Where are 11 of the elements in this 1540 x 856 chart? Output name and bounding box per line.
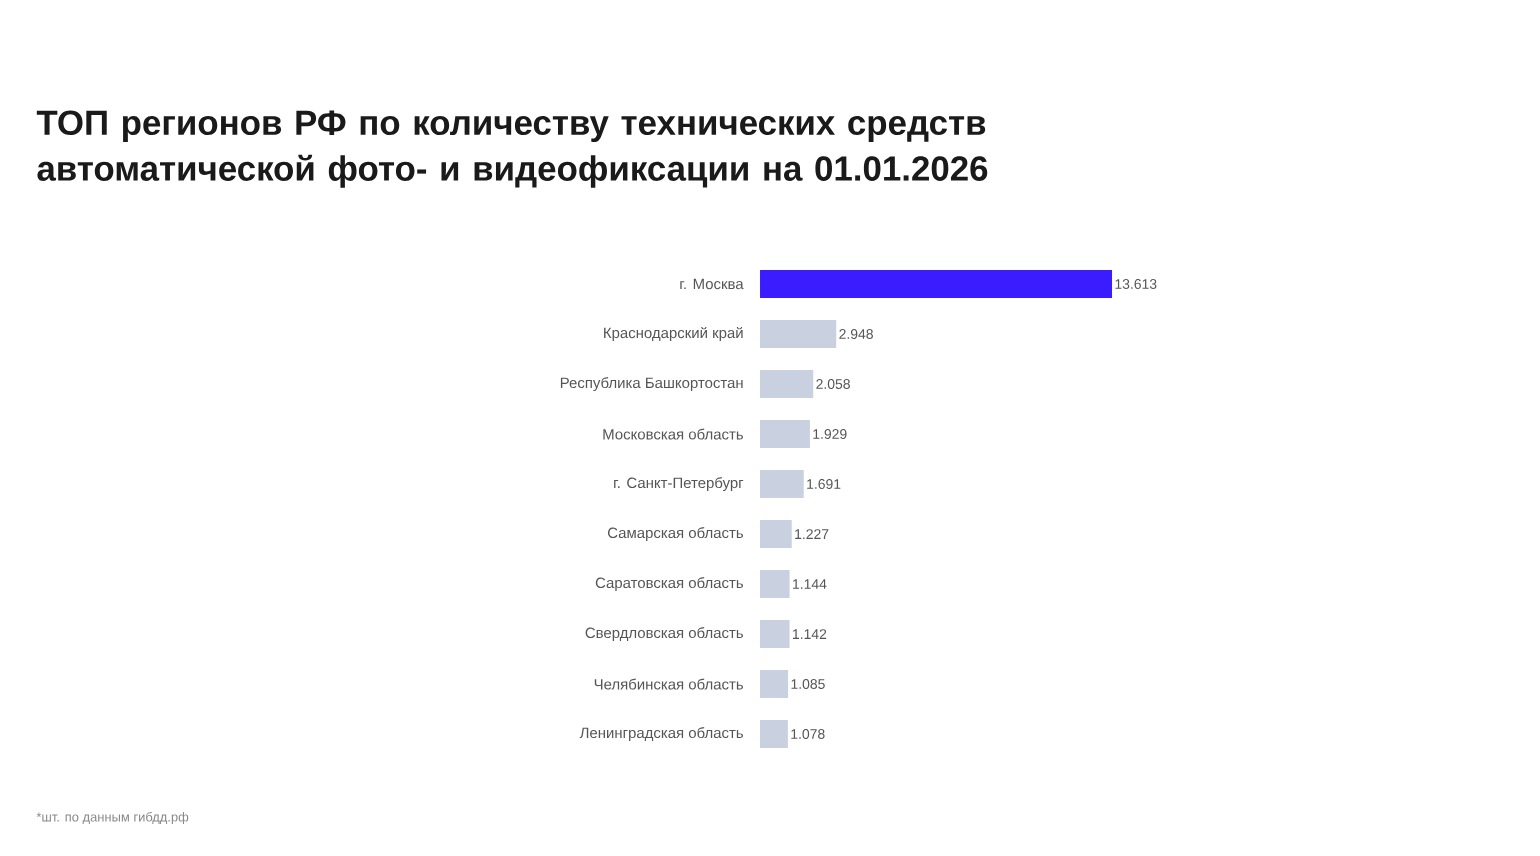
bar xyxy=(760,320,837,349)
bar xyxy=(760,670,789,699)
bar xyxy=(760,370,814,399)
bar xyxy=(760,620,790,649)
bar xyxy=(760,270,1113,299)
chart-title: ТОП регионов РФ по количеству технических средств автоматической фото- и видеофиксации на 01.01.2026 xyxy=(36,110,988,188)
bar xyxy=(760,520,792,549)
bar xyxy=(760,470,804,499)
bar xyxy=(760,570,790,599)
bar xyxy=(760,420,810,449)
bar xyxy=(760,720,788,749)
